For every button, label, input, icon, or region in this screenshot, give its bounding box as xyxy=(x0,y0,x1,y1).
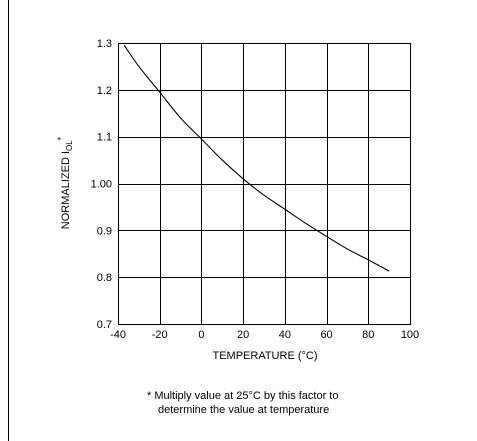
x-tick-label: -40 xyxy=(110,329,126,341)
plot-border xyxy=(118,43,411,325)
grid xyxy=(118,43,411,325)
x-axis-label: TEMPERATURE (°C) xyxy=(212,350,317,362)
x-tick-label: 40 xyxy=(279,329,291,341)
y-tick-label: 0.8 xyxy=(97,272,112,284)
y-tick-label: 0.9 xyxy=(97,225,112,237)
y-tick-label: 1.3 xyxy=(97,38,112,50)
y-tick-label: 1.1 xyxy=(97,132,112,144)
y-tick-label: 1.00 xyxy=(91,179,112,191)
series-line xyxy=(123,45,390,272)
y-axis-label-sup: * xyxy=(56,136,66,140)
footnote-line-2: determine the value at temperature xyxy=(158,404,329,416)
x-tick-label: 80 xyxy=(362,329,374,341)
y-axis-label-main: NORMALIZED I xyxy=(60,151,72,229)
plot-area xyxy=(118,43,411,325)
x-tick-label: 100 xyxy=(401,329,419,341)
y-tick-label: 0.7 xyxy=(97,319,112,331)
y-tick-label: 1.2 xyxy=(97,85,112,97)
y-axis-label-sub: OL xyxy=(65,140,74,151)
y-axis-label: NORMALIZED IOL* xyxy=(56,136,74,229)
series-group xyxy=(123,45,390,272)
x-tick-labels: -40 -20 0 20 40 60 80 100 xyxy=(110,329,419,341)
footnote-line-1: * Multiply value at 25°C by this factor … xyxy=(147,390,339,402)
y-tick-labels: 0.7 0.8 0.9 1.00 1.1 1.2 1.3 xyxy=(91,38,112,331)
x-tick-label: 60 xyxy=(320,329,332,341)
x-tick-label: 0 xyxy=(198,329,204,341)
x-tick-label: 20 xyxy=(237,329,249,341)
x-tick-label: -20 xyxy=(152,329,168,341)
